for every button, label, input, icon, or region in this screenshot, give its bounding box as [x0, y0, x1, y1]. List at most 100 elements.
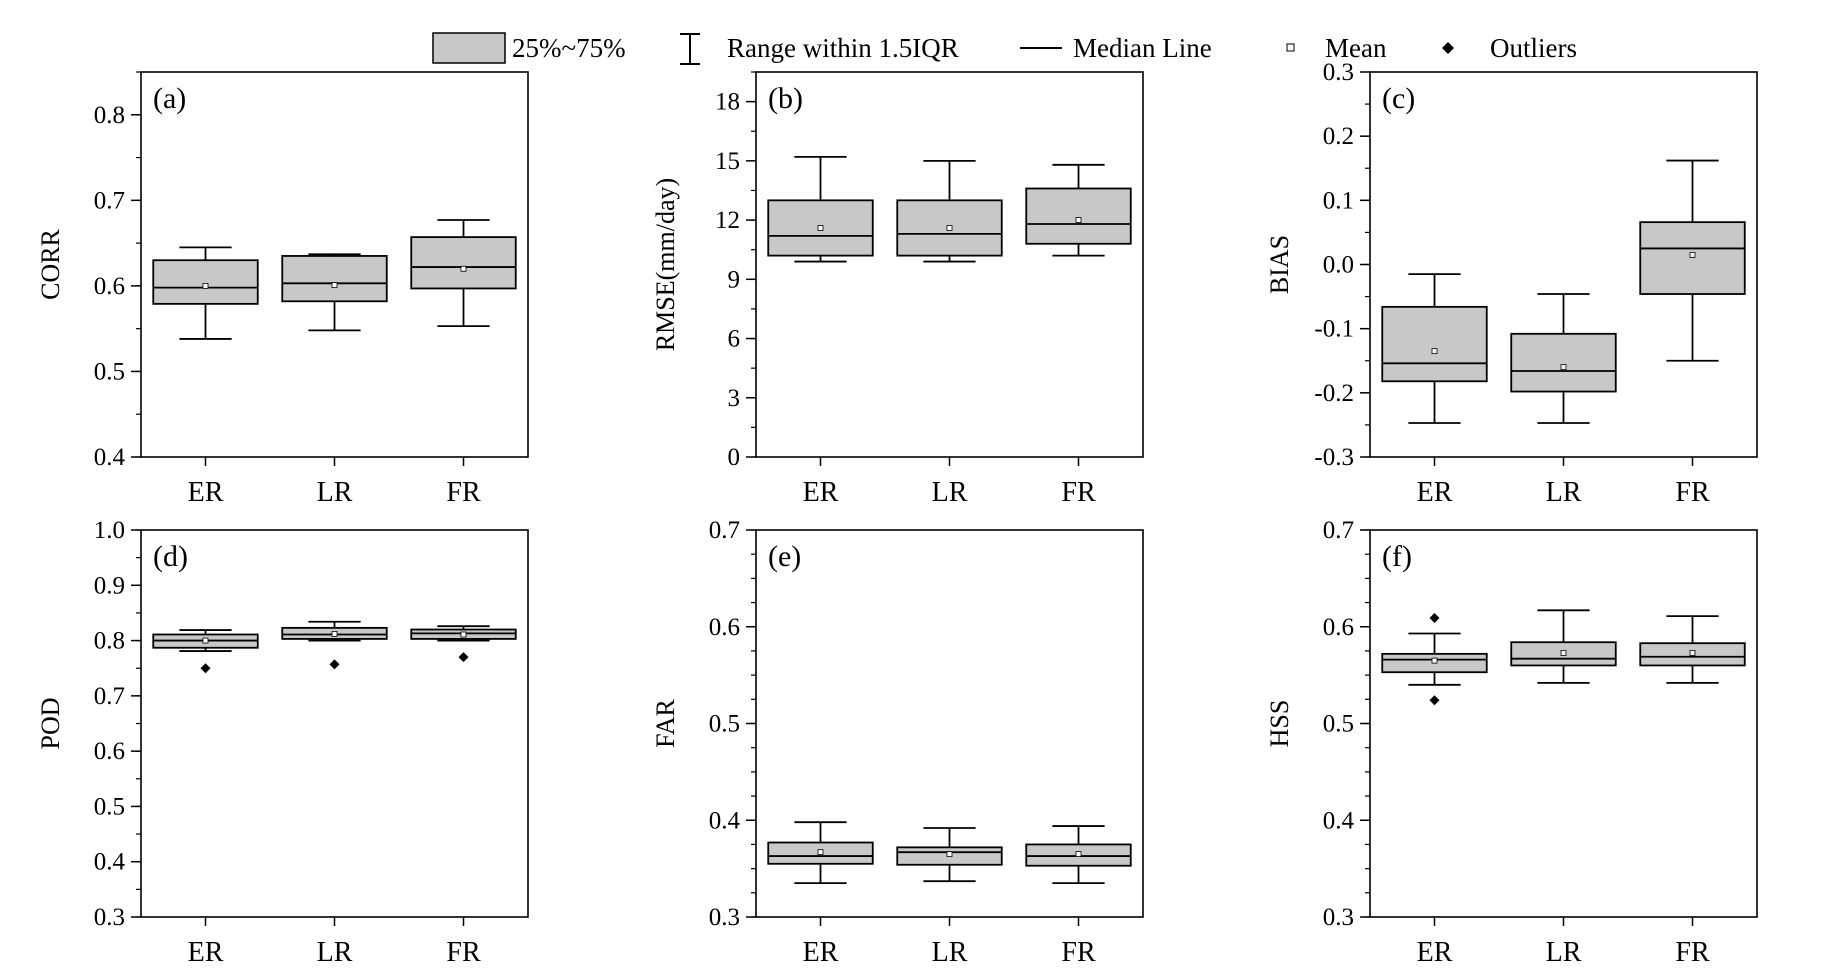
mean-marker	[946, 851, 953, 858]
iqr-box	[1381, 305, 1488, 383]
mean-marker	[1560, 364, 1567, 371]
y-tick-label: 0.0	[1323, 252, 1354, 279]
panel-b-rmse: 0 3 6 9 12 15 18 RMSE(mm/day) (b) ER LR FR	[651, 71, 1144, 508]
y-tick-label: 18	[715, 89, 740, 116]
mean-marker	[1560, 649, 1567, 656]
y-tick-label: 0.6	[94, 273, 125, 300]
box-lr	[1510, 293, 1617, 424]
mean-marker	[331, 631, 338, 637]
panel-f-hss: 0.3 0.4 0.5 0.6 0.7 HSS (f) ER LR FR	[1265, 517, 1758, 968]
y-tick-label: 12	[715, 207, 740, 234]
iqr-box	[152, 259, 259, 305]
y-tick-label: 0	[728, 444, 741, 471]
legend-mean-label: Mean	[1325, 33, 1387, 63]
x-tick-label: FR	[446, 477, 481, 508]
x-tick-label: LR	[317, 477, 353, 508]
x-tick-label: FR	[1675, 937, 1710, 968]
x-tick-label: LR	[1546, 937, 1582, 968]
x-tick-label: ER	[188, 477, 224, 508]
panel-a-corr: 0.4 0.5 0.6 0.7 0.8 CORR (a) ER LR FR	[36, 71, 529, 508]
legend: 25%~75% Range within 1.5IQR Median Line …	[432, 32, 1577, 65]
y-tick-label: 0.6	[709, 614, 740, 641]
mean-marker	[817, 225, 824, 231]
y-axis-label: RMSE(mm/day)	[651, 178, 680, 351]
x-tick-label: ER	[1417, 477, 1453, 508]
y-tick-label: 0.5	[94, 358, 125, 385]
box-er	[1381, 273, 1488, 424]
box-lr	[281, 253, 388, 332]
panel-e-far: 0.3 0.4 0.5 0.6 0.7 FAR (e) ER LR FR	[651, 517, 1144, 968]
y-axis-label: HSS	[1265, 700, 1294, 748]
mean-marker	[202, 637, 209, 644]
legend-box-swatch	[432, 32, 506, 64]
legend-whisker-label: Range within 1.5IQR	[727, 33, 959, 63]
x-tick-label: FR	[1061, 937, 1096, 968]
mean-marker	[460, 265, 467, 272]
iqr-box	[1025, 187, 1132, 245]
mean-marker	[331, 282, 338, 288]
y-tick-label: 0.3	[1323, 59, 1354, 86]
y-tick-label: 0.5	[94, 793, 125, 820]
x-tick-label: LR	[317, 937, 353, 968]
legend-box-label: 25%~75%	[512, 33, 626, 63]
x-tick-label: FR	[1061, 477, 1096, 508]
box-fr	[1025, 163, 1132, 257]
legend-outliers-label: Outliers	[1490, 33, 1577, 63]
y-tick-label: 15	[715, 148, 740, 175]
y-tick-label: 0.4	[709, 807, 741, 834]
box-fr	[1025, 825, 1132, 885]
x-tick-label: FR	[446, 937, 481, 968]
x-tick-label: ER	[1417, 937, 1453, 968]
y-tick-label: 9	[728, 266, 741, 293]
x-tick-label: ER	[803, 937, 839, 968]
y-tick-label: 3	[728, 385, 741, 412]
box-lr	[1510, 609, 1617, 684]
y-axis-label: CORR	[36, 228, 65, 299]
panel-label: (b)	[768, 82, 803, 115]
panel-label: (f)	[1382, 540, 1412, 573]
panel-label: (d)	[153, 540, 188, 573]
y-tick-label: -0.2	[1314, 380, 1354, 407]
y-tick-label: 0.4	[94, 849, 126, 876]
iqr-box	[1510, 332, 1617, 393]
box-lr	[281, 620, 388, 670]
mean-marker	[1431, 657, 1438, 664]
outlier-marker	[1429, 695, 1440, 706]
y-tick-label: 0.6	[94, 738, 125, 765]
y-tick-label: 0.9	[94, 572, 125, 599]
y-tick-label: 0.4	[94, 444, 126, 471]
y-axis-label: POD	[36, 697, 65, 749]
iqr-box	[410, 236, 517, 290]
box-fr	[1639, 159, 1746, 362]
panel-label: (a)	[153, 82, 186, 115]
legend-outlier-swatch	[1442, 42, 1454, 54]
legend-whisker-swatch	[680, 33, 700, 65]
mean-marker	[1075, 851, 1082, 858]
iqr-box	[1639, 221, 1746, 295]
y-tick-label: 0.3	[709, 904, 740, 931]
y-tick-label: 0.7	[94, 187, 125, 214]
x-tick-label: ER	[188, 937, 224, 968]
outlier-marker	[458, 652, 469, 663]
box-er	[767, 155, 874, 263]
y-tick-label: 0.6	[1323, 614, 1354, 641]
x-tick-label: LR	[932, 477, 968, 508]
mean-marker	[1431, 348, 1438, 355]
panel-d-pod: 0.3 0.4 0.5 0.6 0.7 0.8 0.9 1.0 POD (d) ER LR FR	[36, 517, 529, 968]
box-fr	[410, 625, 517, 663]
y-tick-label: 0.7	[1323, 517, 1354, 544]
iqr-box	[281, 255, 388, 303]
box-fr	[410, 219, 517, 328]
panel-label: (c)	[1382, 82, 1415, 115]
outlier-marker	[1429, 613, 1440, 624]
x-tick-label: LR	[932, 937, 968, 968]
box-er	[767, 821, 874, 885]
mean-marker	[1689, 251, 1696, 258]
legend-mean-swatch	[1286, 43, 1295, 52]
y-tick-label: 0.7	[709, 517, 740, 544]
outlier-marker	[200, 663, 211, 674]
box-er	[152, 246, 259, 340]
x-tick-label: LR	[1546, 477, 1582, 508]
x-tick-label: FR	[1675, 477, 1710, 508]
